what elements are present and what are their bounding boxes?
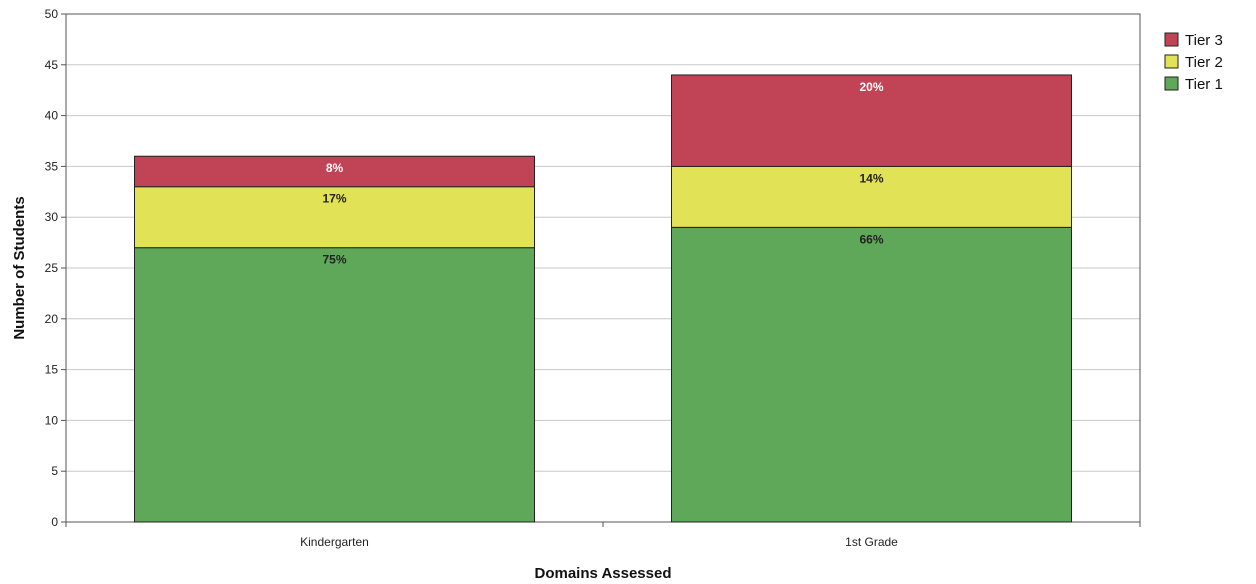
x-tick-label: 1st Grade: [845, 535, 898, 549]
legend-label: Tier 1: [1185, 76, 1223, 93]
y-tick-label: 25: [45, 261, 59, 275]
data-label: 20%: [859, 80, 883, 94]
y-tick-label: 30: [45, 210, 59, 224]
y-axis-title: Number of Students: [11, 196, 28, 339]
legend-swatch: [1164, 54, 1179, 69]
x-axis-title: Domains Assessed: [534, 565, 671, 582]
bars: 75% 17% 8% 66% 14% 20%: [134, 74, 1072, 523]
data-label: 75%: [322, 253, 346, 267]
y-tick-label: 50: [45, 7, 59, 21]
y-axis: 0 5 10 15 20 25 30 35 40 45 50: [45, 7, 66, 529]
y-tick-label: 15: [45, 363, 59, 377]
y-tick-label: 5: [51, 464, 58, 478]
legend-label: Tier 3: [1185, 32, 1223, 49]
legend-swatch: [1164, 32, 1179, 47]
legend: Tier 3 Tier 2 Tier 1: [1164, 32, 1223, 93]
data-label: 66%: [859, 232, 883, 246]
y-tick-label: 45: [45, 58, 59, 72]
bar-segment-tier-3: [134, 155, 535, 188]
x-tick-label: Kindergarten: [300, 535, 369, 549]
y-tick-label: 0: [51, 515, 58, 529]
bar-segment-tier-3: [671, 74, 1072, 167]
bar-segment-tier-2: [134, 186, 535, 249]
y-tick-label: 35: [45, 159, 59, 173]
y-tick-label: 20: [45, 312, 59, 326]
y-tick-label: 40: [45, 109, 59, 123]
x-axis: Kindergarten 1st Grade: [65, 522, 1141, 549]
y-tick-label: 10: [45, 413, 59, 427]
bar-segment-tier-1: [134, 247, 535, 523]
data-label: 8%: [326, 161, 344, 175]
data-label: 17%: [322, 192, 346, 206]
bar-segment-tier-1: [671, 226, 1072, 523]
legend-swatch: [1164, 76, 1179, 91]
data-label: 14%: [859, 171, 883, 185]
legend-label: Tier 2: [1185, 54, 1223, 71]
